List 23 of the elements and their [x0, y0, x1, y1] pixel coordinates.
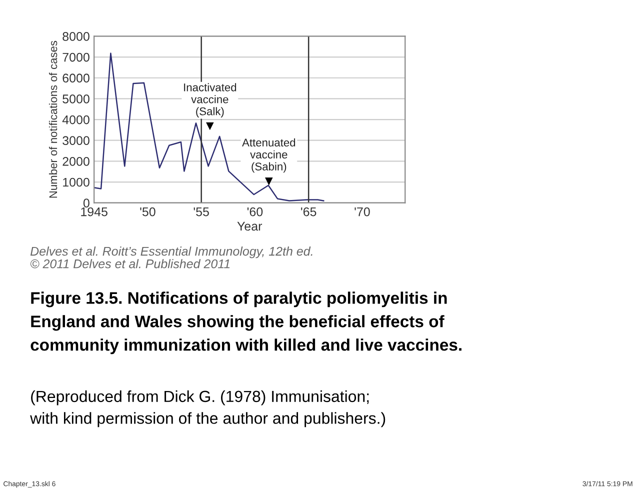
x-axis-title: Year	[237, 222, 262, 231]
x-tick-label: '55	[194, 207, 209, 216]
y-tick-label: 8000	[62, 32, 90, 41]
annotation: Inactivated vaccine (Salk)	[184, 83, 236, 118]
x-tick-label: '65	[301, 207, 316, 216]
y-tick-label: 4000	[62, 115, 90, 124]
y-tick-label: 6000	[62, 74, 90, 83]
text: Delves et al. Roitt’s Essential Immunology, 12th ed. © 2011 Delves et al. Published 2011	[30, 246, 312, 268]
y-tick-label: 0	[83, 198, 90, 208]
text: (Reproduced from Dick G. (1978) Immunisation; with kind permission of the author and publishers.)	[30, 390, 386, 428]
x-tick-label: '60	[247, 207, 263, 216]
x-tick-label: 1945	[81, 207, 108, 216]
y-tick-label: 2000	[62, 157, 90, 166]
x-tick-label: '50	[140, 207, 156, 216]
x-tick-label: '70	[354, 207, 370, 216]
y-tick-label: 5000	[62, 94, 90, 104]
y-tick-label: 7000	[62, 52, 90, 62]
line-series	[94, 52, 324, 202]
y-tick-label: 1000	[63, 178, 90, 187]
y-axis-title: Number of notifications of cases	[48, 40, 58, 198]
caption: Figure 13.5. Notifications of paralytic poliomyelitis in England and Wales showing the beneficial effects of community immunization with killed and live vaccines.	[30, 292, 462, 354]
annotation: Attenuated vaccine (Sabin)	[242, 138, 296, 173]
y-tick-label: 3000	[62, 136, 90, 146]
